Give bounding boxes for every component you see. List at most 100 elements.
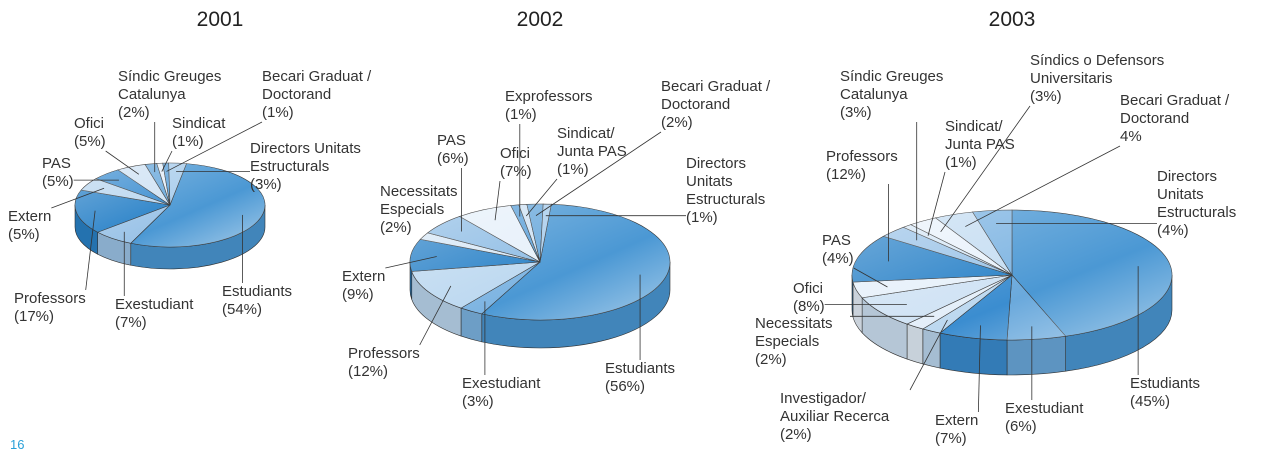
leader-line xyxy=(853,267,888,288)
pie-side-shade xyxy=(461,308,482,342)
value-label: (54%) xyxy=(222,301,263,318)
value-label: (6%) xyxy=(437,150,469,167)
chart-title: 2002 xyxy=(516,8,564,31)
slice-label: Sindicat/ Junta PAS (1%) xyxy=(557,125,632,179)
slice-label: Extern (9%) xyxy=(342,268,385,304)
slice-label: Síndic Greuges Catalunya (3%) xyxy=(840,68,945,122)
pie-shine xyxy=(852,210,1172,340)
pie-side-shade xyxy=(922,328,941,369)
slice-label: Ofici (8%) xyxy=(793,280,825,316)
category-name: PAS xyxy=(437,132,466,149)
value-label: (2%) xyxy=(755,351,787,368)
leader-line xyxy=(385,256,437,269)
slice-label: Directors Unitats Estructurals (1%) xyxy=(686,155,771,227)
slice-label: Exestudiant (3%) xyxy=(462,375,540,411)
leader-line xyxy=(927,171,946,236)
slice-label: Extern (5%) xyxy=(8,208,51,244)
slice-label: Necessitats Especials (2%) xyxy=(755,315,850,369)
pie-side-shade xyxy=(907,324,923,364)
value-label: (1%) xyxy=(686,209,718,226)
pie-side-shade xyxy=(130,205,265,269)
value-label: (7%) xyxy=(115,314,147,331)
category-name: Exestudiant xyxy=(115,296,194,313)
pie-side-shade xyxy=(75,205,98,255)
leader-line xyxy=(161,150,173,172)
category-name: Professors xyxy=(348,345,420,362)
category-name: Síndic Greuges Catalunya xyxy=(118,68,222,103)
slice-label: PAS (6%) xyxy=(437,132,469,168)
leader-line xyxy=(85,210,96,291)
value-label: (2%) xyxy=(780,426,812,443)
value-label: (8%) xyxy=(793,298,825,315)
slice-label: Estudiants (54%) xyxy=(222,283,292,319)
leader-line xyxy=(965,145,1121,227)
value-label: (7%) xyxy=(500,163,532,180)
value-label: (9%) xyxy=(342,286,374,303)
value-label: (5%) xyxy=(42,173,74,190)
category-name: Directors Unitats Estructurals xyxy=(250,140,361,175)
category-name: Sindicat/ Junta PAS xyxy=(945,118,1015,153)
slice-label: Sindicat (1%) xyxy=(172,115,225,151)
slice-label: Síndics o Defensors Universitaris (3%) xyxy=(1030,52,1170,106)
category-name: Professors xyxy=(14,290,86,307)
category-name: Becari Graduat / Doctorand xyxy=(1120,92,1230,127)
pie-side-shade xyxy=(1065,275,1172,372)
value-label: (12%) xyxy=(348,363,389,380)
slice-label: Investigador/ Auxiliar Recerca (2%) xyxy=(780,390,910,444)
value-label: (1%) xyxy=(557,161,589,178)
pie-side-shade xyxy=(852,275,853,318)
value-label: (2%) xyxy=(118,104,150,121)
category-name: Estudiants xyxy=(222,283,293,300)
page-number: 16 xyxy=(10,437,25,452)
slice-label: Exestudiant (6%) xyxy=(1005,400,1083,436)
category-name: Exestudiant xyxy=(1005,400,1084,417)
slice-label: Becari Graduat / Doctorand 4% xyxy=(1120,92,1238,146)
pie-side-shade xyxy=(410,262,412,300)
pie-side-shade xyxy=(97,232,131,266)
leader-line xyxy=(525,178,558,217)
category-name: Síndic Greuges Catalunya xyxy=(840,68,944,103)
slice-label: Professors (17%) xyxy=(14,290,86,326)
pie-side-shade xyxy=(940,333,1008,375)
category-name: Exestudiant xyxy=(462,375,541,392)
value-label: (2%) xyxy=(661,114,693,131)
value-label: (7%) xyxy=(935,430,967,447)
slice-label: Professors (12%) xyxy=(826,148,898,184)
value-label: (3%) xyxy=(462,393,494,410)
category-name: Becari Graduat / Doctorand xyxy=(661,78,771,113)
slice-label: PAS (4%) xyxy=(822,232,854,268)
slice-label: Professors (12%) xyxy=(348,345,420,381)
category-name: Estudiants xyxy=(605,360,676,377)
value-label: (3%) xyxy=(250,176,282,193)
category-name: Sindicat/ Junta PAS xyxy=(557,125,627,160)
leader-line xyxy=(977,325,981,413)
category-name: Estudiants xyxy=(1130,375,1201,392)
slice-label: Becari Graduat / Doctorand (1%) xyxy=(262,68,377,122)
value-label: (45%) xyxy=(1130,393,1171,410)
chart-title: 2001 xyxy=(196,8,244,31)
pie-side-shade xyxy=(862,297,908,360)
category-name: Ofici xyxy=(793,280,823,297)
value-label: (3%) xyxy=(1030,88,1062,105)
chart-title: 2003 xyxy=(988,8,1036,31)
category-name: Professors xyxy=(826,148,898,165)
category-name: Extern xyxy=(342,268,386,285)
category-name: Necessitats Especials xyxy=(380,183,458,218)
category-name: Extern xyxy=(8,208,52,225)
slice-label: Estudiants (45%) xyxy=(1130,375,1200,411)
value-label: (56%) xyxy=(605,378,646,395)
slice-label: Estudiants (56%) xyxy=(605,360,675,396)
value-label: 4% xyxy=(1120,128,1142,145)
category-name: Directors Unitats Estructurals xyxy=(686,155,766,208)
pie-shine xyxy=(410,204,670,320)
category-name: Exprofessors xyxy=(505,88,593,105)
category-name: Sindicat xyxy=(172,115,226,132)
slice-label: PAS (5%) xyxy=(42,155,74,191)
category-name: Becari Graduat / Doctorand xyxy=(262,68,372,103)
value-label: (17%) xyxy=(14,308,55,325)
value-label: (5%) xyxy=(8,226,40,243)
value-label: (6%) xyxy=(1005,418,1037,435)
category-name: Extern xyxy=(935,412,979,429)
